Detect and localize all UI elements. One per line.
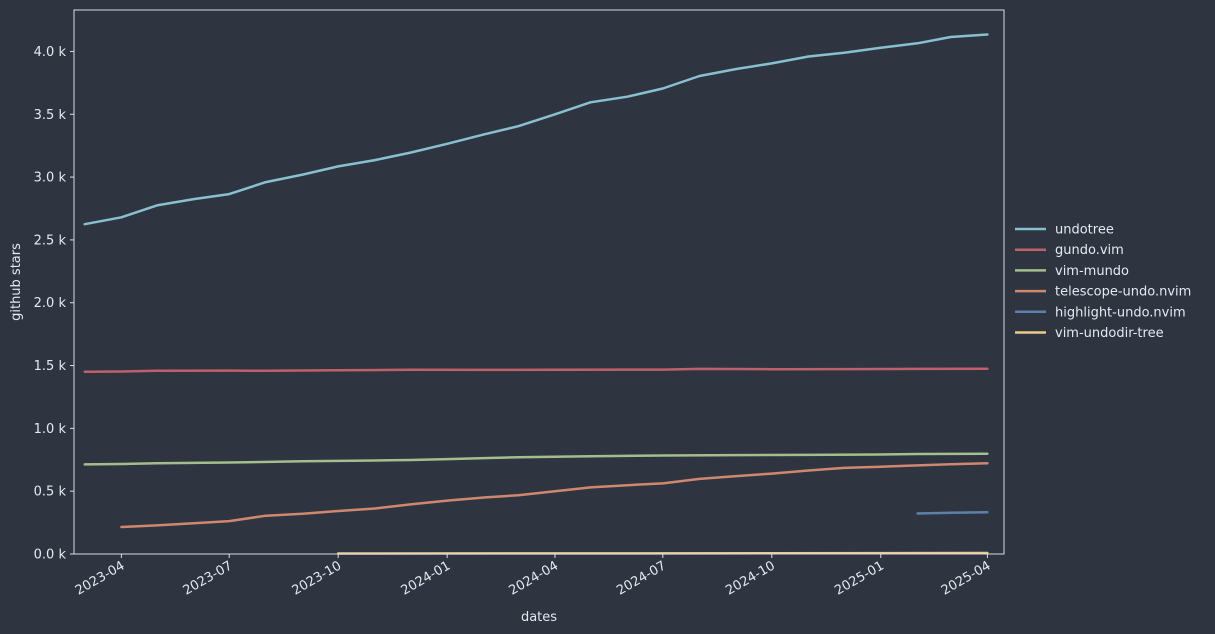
y-tick-label: 2.0 k	[34, 296, 67, 311]
series-line-vim-mundo	[83, 452, 989, 466]
series-line-undotree	[83, 33, 989, 226]
legend-label-telescope-undo-nvim: telescope-undo.nvim	[1055, 285, 1191, 300]
series-line-vim-undodir-tree	[336, 551, 989, 555]
legend-label-gundo-vim: gundo.vim	[1055, 243, 1124, 258]
series-line-gundo-vim	[83, 367, 989, 374]
y-tick-label: 3.0 k	[34, 171, 67, 186]
y-tick-label: 2.5 k	[34, 233, 67, 248]
x-axis-label: dates	[521, 610, 557, 625]
legend-label-undotree: undotree	[1055, 223, 1114, 238]
series-layer	[83, 33, 989, 555]
y-axis: 0.0 k 0.5 k 1.0 k 1.5 k 2.0 k 2.5 k 3.0 k 3.5 k…	[34, 45, 74, 563]
y-tick-label: 0.0 k	[34, 548, 67, 563]
y-tick-label: 0.5 k	[34, 485, 67, 500]
y-tick-label: 4.0 k	[34, 45, 67, 60]
series-line-telescope-undo-nvim	[120, 462, 989, 529]
y-tick-label: 1.0 k	[34, 422, 67, 437]
legend-label-highlight-undo-nvim: highlight-undo.nvim	[1055, 305, 1186, 320]
series-line-highlight-undo-nvim	[916, 511, 989, 515]
legend-label-vim-undodir-tree: vim-undodir-tree	[1055, 326, 1164, 341]
y-tick-label: 1.5 k	[34, 359, 67, 374]
y-axis-label: github stars	[9, 243, 24, 321]
legend: undotree gundo.vim vim-mundo telescope-undo…	[1015, 223, 1191, 341]
legend-label-vim-mundo: vim-mundo	[1055, 264, 1129, 279]
y-tick-label: 3.5 k	[34, 108, 67, 123]
plot-frame	[73, 9, 1005, 555]
